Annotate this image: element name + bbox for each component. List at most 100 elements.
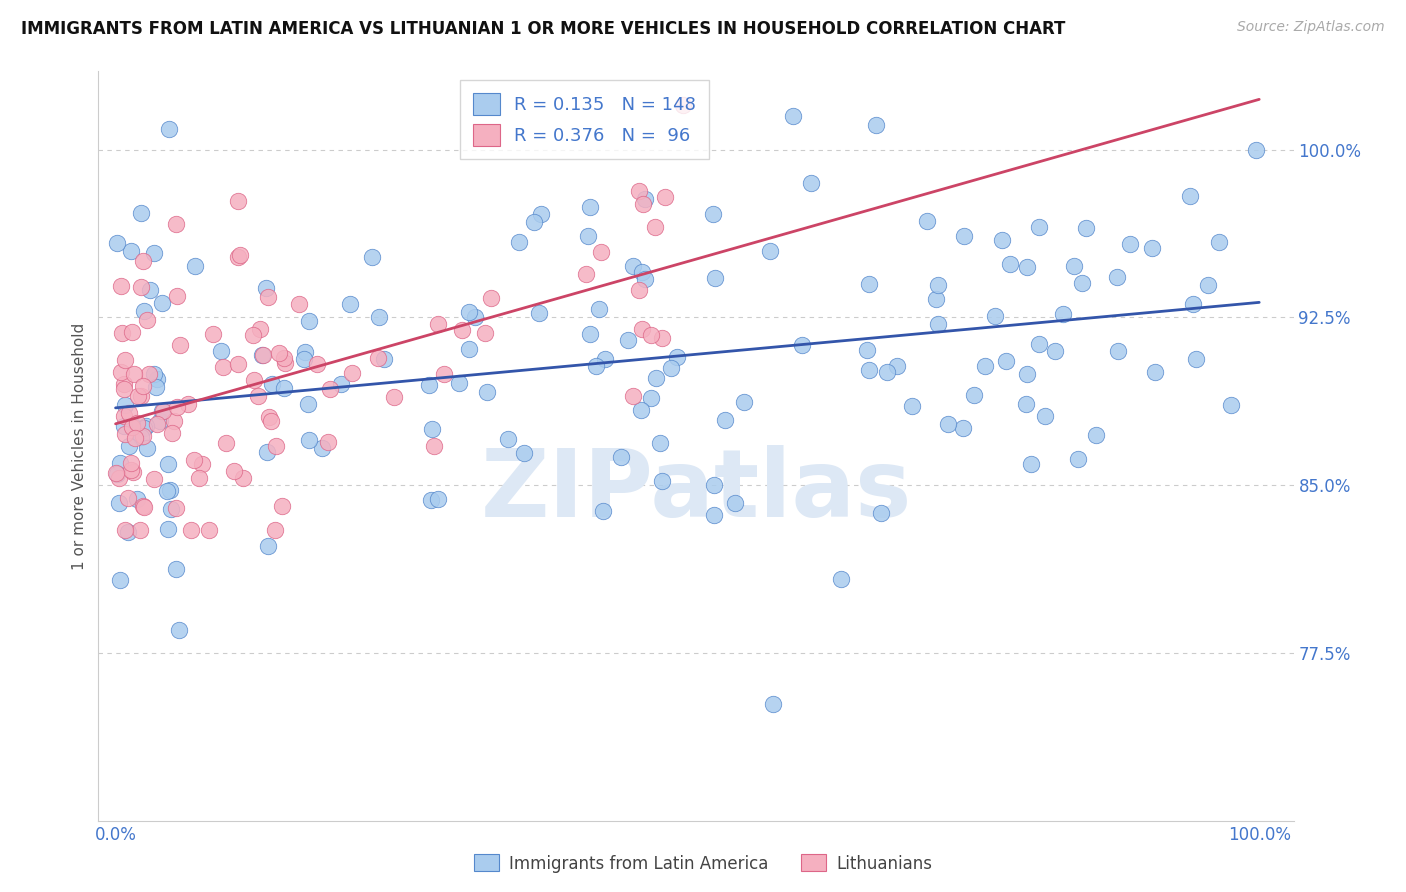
Point (589, 245, 612, 260)
Point (1185, 351, 1208, 366)
Point (1197, 277, 1219, 292)
Point (108, 496, 131, 510)
Point (886, 359, 908, 373)
Point (527, 306, 550, 320)
Point (112, 377, 135, 392)
Point (146, 372, 169, 386)
Point (475, 384, 498, 399)
Point (1063, 260, 1085, 274)
Point (132, 428, 155, 442)
Point (651, 474, 673, 488)
Text: Source: ZipAtlas.com: Source: ZipAtlas.com (1237, 20, 1385, 34)
Point (132, 499, 155, 513)
Point (1019, 458, 1042, 472)
Point (631, 322, 654, 336)
Point (226, 194, 249, 208)
Point (105, 235, 128, 250)
Point (651, 331, 673, 345)
Point (991, 233, 1014, 247)
Point (530, 207, 553, 221)
Point (659, 361, 682, 376)
Point (340, 366, 363, 380)
Point (1028, 337, 1050, 351)
Point (1208, 235, 1230, 249)
Point (631, 265, 654, 279)
Point (129, 389, 152, 403)
Point (134, 421, 156, 435)
Point (190, 457, 212, 471)
Point (163, 414, 186, 428)
Point (274, 356, 297, 370)
Point (273, 351, 295, 365)
Point (316, 434, 339, 449)
Point (420, 422, 443, 436)
Point (858, 363, 880, 377)
Point (579, 326, 602, 341)
Point (249, 322, 271, 336)
Point (703, 477, 725, 491)
Point (433, 367, 456, 381)
Point (222, 464, 245, 478)
Point (112, 382, 135, 396)
Point (157, 122, 180, 136)
Point (450, 323, 472, 337)
Point (152, 403, 174, 417)
Point (307, 357, 329, 371)
Point (262, 377, 284, 392)
Point (226, 250, 249, 264)
Point (474, 326, 496, 341)
Point (143, 367, 166, 381)
Point (254, 281, 277, 295)
Point (232, 471, 254, 485)
Point (865, 118, 887, 132)
Point (134, 500, 156, 514)
Point (876, 365, 898, 379)
Point (927, 318, 949, 332)
Point (212, 360, 235, 375)
Point (177, 397, 200, 411)
Point (228, 248, 250, 262)
Point (132, 379, 155, 393)
Point (311, 441, 333, 455)
Point (120, 463, 142, 477)
Point (112, 409, 135, 424)
Point (936, 417, 959, 431)
Point (120, 456, 142, 470)
Point (640, 391, 662, 405)
Point (576, 228, 599, 243)
Point (108, 457, 131, 471)
Point (117, 491, 139, 505)
Point (246, 389, 269, 403)
Point (373, 352, 395, 367)
Text: IMMIGRANTS FROM LATIN AMERICA VS LITHUANIAN 1 OR MORE VEHICLES IN HOUSEHOLD CORR: IMMIGRANTS FROM LATIN AMERICA VS LITHUAN… (21, 20, 1066, 37)
Point (131, 430, 153, 444)
Point (156, 457, 179, 471)
Point (112, 418, 135, 433)
Point (139, 283, 162, 297)
Point (367, 351, 389, 365)
Point (128, 523, 150, 537)
Point (869, 506, 891, 520)
Point (288, 296, 311, 310)
Point (143, 472, 166, 486)
Point (858, 277, 880, 292)
Point (260, 415, 283, 429)
Point (609, 450, 631, 465)
Point (294, 344, 316, 359)
Point (426, 491, 449, 506)
Point (592, 504, 614, 518)
Point (648, 435, 671, 450)
Point (114, 426, 136, 441)
Point (672, 98, 695, 112)
Point (187, 471, 209, 485)
Point (197, 523, 219, 537)
Point (1033, 409, 1056, 423)
Point (121, 418, 143, 433)
Point (330, 376, 353, 391)
Point (202, 327, 225, 342)
Point (631, 197, 654, 211)
Point (925, 292, 948, 306)
Legend: Immigrants from Latin America, Lithuanians: Immigrants from Latin America, Lithuania… (467, 847, 939, 880)
Point (1074, 221, 1097, 235)
Point (998, 257, 1021, 271)
